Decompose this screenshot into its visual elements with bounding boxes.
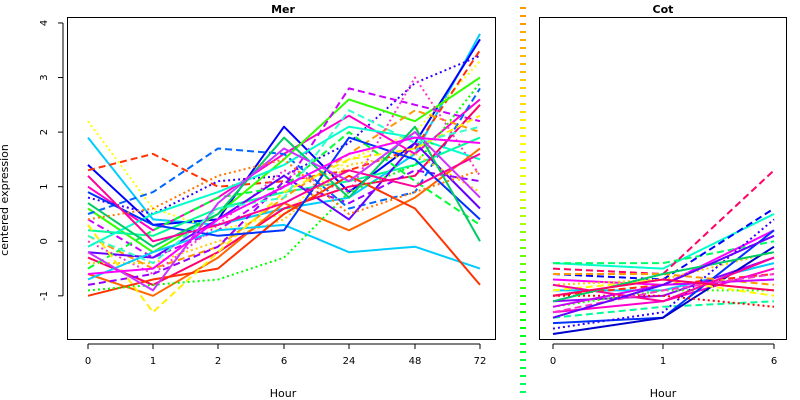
mer-panel: Mer -1 0 1 2 3 4 0 1 2 6 24 48 72 Hour centered exp…: [0, 3, 496, 400]
mer-x-tick-label-2: 2: [215, 356, 221, 367]
mer-series-line-28: [87, 109, 481, 265]
mer-series-line-23: [87, 114, 481, 314]
mer-series-line-24: [87, 136, 481, 237]
cot-series-line-15: [552, 245, 775, 335]
cot-series-line-24: [552, 278, 775, 297]
cot-series-line-2: [553, 240, 775, 265]
cot-x-tick-label-0: 0: [550, 356, 556, 367]
mer-y-tick-label-1: 1: [39, 183, 50, 189]
cot-series-line-22: [552, 273, 775, 314]
cot-series-line-14: [552, 218, 775, 330]
mer-series-line-19: [87, 223, 481, 281]
mer-series-line-8: [87, 87, 481, 215]
mer-x-axis-title: Hour: [270, 387, 297, 400]
cot-series-line-18: [553, 294, 775, 308]
mer-series-line-26: [87, 153, 481, 243]
mer-x-tick-label-0: 0: [85, 356, 91, 367]
cot-panel-title: Cot: [653, 3, 674, 16]
cot-series-line-1: [552, 213, 775, 270]
mer-y-tick-label-4: 4: [39, 20, 50, 26]
cot-x-axis-title: Hour: [650, 387, 677, 400]
mer-series-line-9: [87, 87, 481, 259]
mer-x-tick-label-1: 1: [150, 356, 156, 367]
color-separator-strip: [520, 7, 526, 393]
cot-panel: Cot 0 1 6 Hour: [539, 3, 787, 400]
cot-series-lines: [552, 169, 775, 335]
mer-series-line-27: [87, 131, 481, 292]
cot-series-line-21: [552, 251, 775, 303]
mer-y-axis: -1 0 1 2 3 4: [39, 20, 64, 301]
mer-x-tick-label-24: 24: [343, 356, 356, 367]
mer-series-line-30: [87, 136, 481, 275]
mer-series-line-4: [87, 49, 481, 188]
mer-series-line-25: [87, 125, 481, 248]
mer-y-tick-label-2: 2: [39, 129, 50, 135]
mer-x-axis: 0 1 2 6 24 48 72: [85, 343, 487, 367]
y-axis-title: centered expression: [0, 144, 11, 256]
cot-x-tick-label-6: 6: [771, 356, 777, 367]
mer-series-line-29: [87, 158, 481, 221]
mer-series-lines: [87, 33, 481, 314]
mer-plot-frame: [67, 17, 496, 340]
mer-series-line-21: [87, 174, 481, 297]
cot-x-tick-label-1: 1: [660, 356, 666, 367]
cot-x-axis: 0 1 6: [550, 343, 777, 367]
cot-plot-frame: [539, 17, 787, 340]
mer-x-tick-label-72: 72: [474, 356, 487, 367]
cot-series-line-23: [552, 234, 775, 319]
mer-x-tick-label-48: 48: [409, 356, 422, 367]
mer-series-line-14: [87, 142, 481, 259]
cot-series-line-12: [552, 300, 775, 319]
mer-y-tick-label-3: 3: [39, 74, 50, 80]
mer-y-tick-label-0: 0: [39, 238, 50, 244]
mer-series-line-12: [87, 76, 481, 275]
mer-panel-title: Mer: [271, 3, 295, 16]
mer-x-tick-label-6: 6: [281, 356, 287, 367]
mer-series-line-22: [87, 82, 481, 292]
mer-y-tick-label--1: -1: [39, 291, 50, 301]
